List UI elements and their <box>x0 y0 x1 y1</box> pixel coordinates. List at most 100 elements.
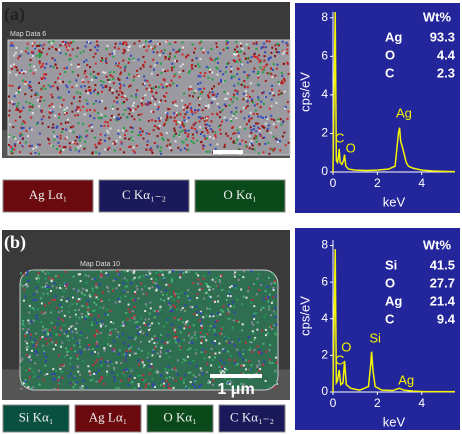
map-pixel <box>64 112 66 114</box>
map-pixel <box>30 153 32 155</box>
map-pixel <box>186 111 188 113</box>
map-pixel <box>258 289 260 291</box>
map-pixel <box>235 111 237 113</box>
map-pixel <box>11 151 13 153</box>
map-pixel <box>127 308 129 310</box>
map-pixel <box>30 388 32 390</box>
map-pixel <box>58 49 60 51</box>
map-pixel <box>233 94 235 96</box>
map-pixel <box>71 86 73 88</box>
map-pixel <box>132 127 134 129</box>
map-pixel <box>253 128 255 130</box>
map-pixel <box>191 311 193 313</box>
map-pixel <box>114 380 116 382</box>
map-pixel <box>234 362 236 364</box>
map-pixel <box>241 303 243 305</box>
map-pixel <box>43 372 45 374</box>
map-pixel <box>15 66 17 68</box>
map-pixel <box>185 139 187 141</box>
map-pixel <box>150 88 152 90</box>
map-pixel <box>282 121 284 123</box>
map-pixel <box>42 381 44 383</box>
map-pixel <box>166 145 168 147</box>
map-pixel <box>107 290 109 292</box>
map-pixel <box>140 317 142 319</box>
map-pixel <box>113 348 115 350</box>
map-pixel <box>250 364 252 366</box>
map-pixel <box>256 278 258 280</box>
map-pixel <box>237 327 239 329</box>
map-pixel <box>96 296 98 298</box>
map-pixel <box>105 361 107 363</box>
map-pixel <box>128 138 130 140</box>
map-pixel <box>183 382 185 384</box>
map-pixel <box>245 90 247 92</box>
map-pixel <box>48 286 50 288</box>
map-pixel <box>248 116 250 118</box>
map-pixel <box>146 305 148 307</box>
map-pixel <box>242 323 244 325</box>
map-pixel <box>274 280 276 282</box>
map-pixel <box>159 274 161 276</box>
map-pixel <box>138 385 140 387</box>
map-pixel <box>223 91 225 93</box>
map-pixel <box>263 361 265 363</box>
map-pixel <box>128 62 130 64</box>
map-pixel <box>197 83 199 85</box>
map-pixel <box>113 367 115 369</box>
table-element: O <box>385 47 395 62</box>
map-pixel <box>134 291 136 293</box>
map-pixel <box>231 75 233 77</box>
map-pixel <box>56 334 58 336</box>
map-pixel <box>97 298 99 300</box>
map-pixel <box>119 136 121 138</box>
map-pixel <box>142 97 144 99</box>
map-pixel <box>50 339 52 341</box>
map-pixel <box>38 45 40 47</box>
map-pixel <box>158 101 160 103</box>
map-pixel <box>51 57 53 59</box>
map-pixel <box>189 297 191 299</box>
map-pixel <box>136 285 138 287</box>
map-pixel <box>100 117 102 119</box>
map-pixel <box>36 123 38 125</box>
map-pixel <box>194 380 196 382</box>
map-pixel <box>165 56 167 58</box>
map-pixel <box>264 143 266 145</box>
map-pixel <box>88 86 90 88</box>
map-pixel <box>140 113 142 115</box>
map-pixel <box>183 93 185 95</box>
map-pixel <box>219 333 221 335</box>
map-pixel <box>146 293 148 295</box>
map-pixel <box>19 55 21 57</box>
map-pixel <box>41 51 43 53</box>
map-pixel <box>95 151 97 153</box>
map-pixel <box>8 114 10 116</box>
map-pixel <box>82 288 84 290</box>
map-pixel <box>268 124 270 126</box>
map-pixel <box>214 353 216 355</box>
map-pixel <box>151 91 153 93</box>
map-pixel <box>75 328 77 330</box>
map-pixel <box>203 135 205 137</box>
map-pixel <box>227 372 229 374</box>
map-pixel <box>94 351 96 353</box>
map-pixel <box>29 81 31 83</box>
map-pixel <box>28 85 30 87</box>
map-pixel <box>31 321 33 323</box>
map-pixel <box>139 388 141 390</box>
map-pixel <box>157 145 159 147</box>
map-pixel <box>207 368 209 370</box>
map-pixel <box>125 359 127 361</box>
map-pixel <box>256 365 258 367</box>
map-pixel <box>199 93 201 95</box>
map-pixel <box>90 73 92 75</box>
map-pixel <box>121 96 123 98</box>
map-pixel <box>192 113 194 115</box>
map-pixel <box>147 352 149 354</box>
map-pixel <box>282 53 284 55</box>
map-pixel <box>274 44 276 46</box>
map-pixel <box>89 109 91 111</box>
map-pixel <box>253 137 255 139</box>
map-pixel <box>104 115 106 117</box>
